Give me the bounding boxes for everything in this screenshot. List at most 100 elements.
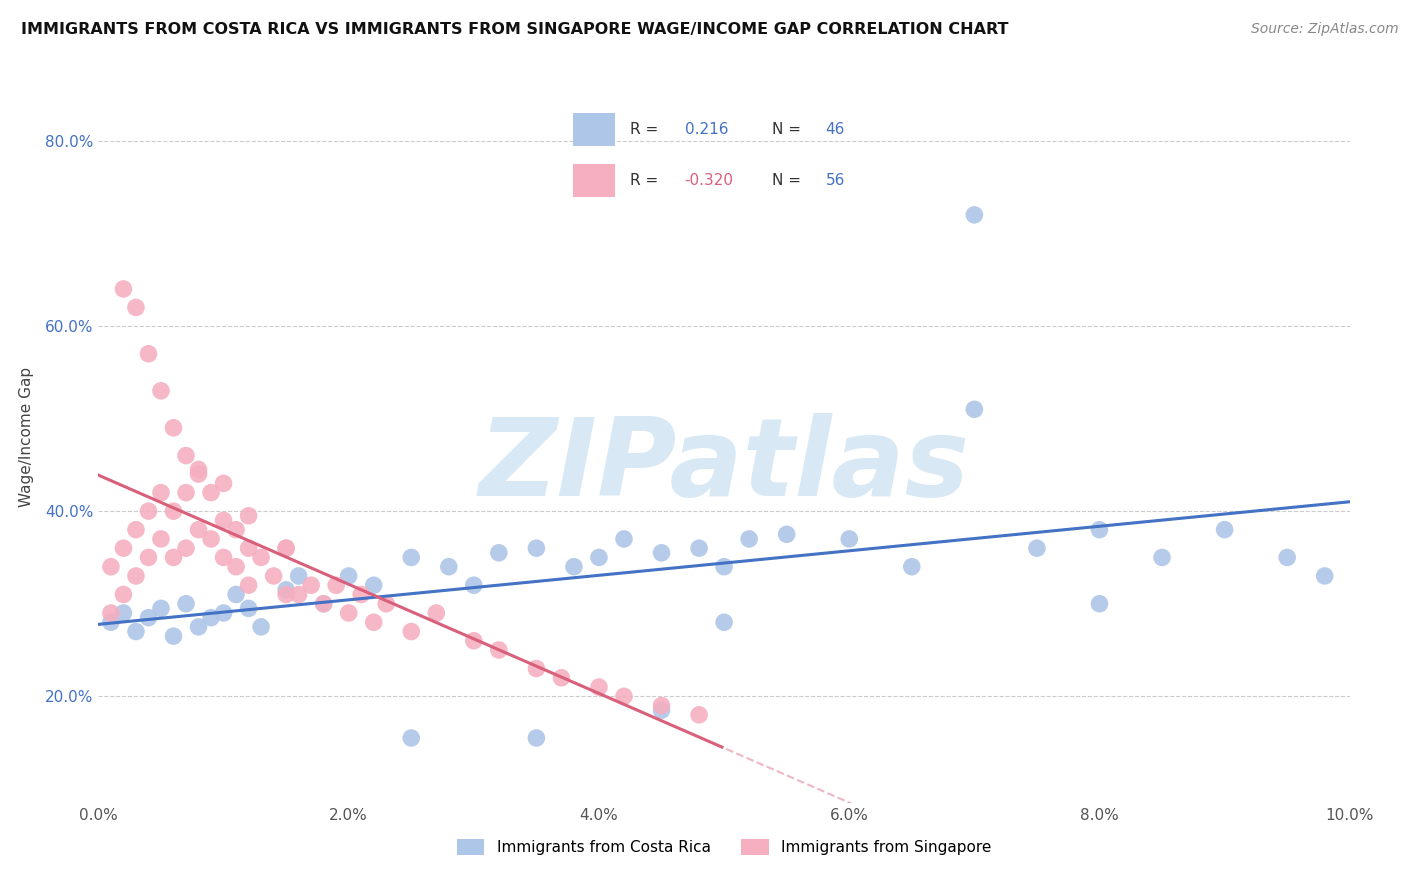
Point [174, 485, 197, 500]
Point [550, 671, 572, 685]
Point [138, 347, 160, 361]
Point [112, 541, 135, 556]
Point [1313, 569, 1336, 583]
Point [287, 587, 309, 601]
Point [162, 629, 184, 643]
Point [287, 569, 309, 583]
Point [401, 731, 423, 745]
Point [162, 421, 184, 435]
Point [150, 485, 173, 500]
Point [100, 559, 122, 574]
Point [150, 601, 173, 615]
Point [588, 680, 610, 694]
Point [738, 532, 761, 546]
Point [337, 569, 360, 583]
Point [150, 532, 173, 546]
Point [212, 606, 235, 620]
Point [526, 661, 548, 675]
Point [150, 384, 173, 398]
Point [325, 578, 347, 592]
Point [1088, 523, 1111, 537]
Point [337, 606, 360, 620]
Point [900, 559, 922, 574]
Point [1277, 550, 1299, 565]
Point [225, 559, 247, 574]
Point [200, 532, 222, 546]
Point [274, 582, 298, 597]
Point [713, 559, 735, 574]
Point [488, 546, 510, 560]
Point [138, 550, 160, 565]
Point [350, 587, 373, 601]
Point [363, 615, 385, 630]
Point [1088, 597, 1111, 611]
Point [212, 476, 235, 491]
Point [1026, 541, 1049, 556]
Point [613, 532, 636, 546]
Point [200, 485, 222, 500]
Point [112, 282, 135, 296]
Point [225, 587, 247, 601]
Point [375, 597, 398, 611]
Point [200, 610, 222, 624]
Point [401, 624, 423, 639]
Text: Source: ZipAtlas.com: Source: ZipAtlas.com [1251, 22, 1399, 37]
Point [650, 698, 672, 713]
Point [963, 402, 986, 417]
Point [125, 301, 148, 315]
Point [187, 462, 209, 476]
Point [212, 513, 235, 527]
Point [274, 541, 298, 556]
Point [112, 587, 135, 601]
Point [138, 610, 160, 624]
Point [162, 550, 184, 565]
Point [187, 620, 209, 634]
Point [463, 633, 485, 648]
Point [838, 532, 860, 546]
Point [174, 449, 197, 463]
Y-axis label: Wage/Income Gap: Wage/Income Gap [18, 367, 34, 508]
Point [650, 546, 672, 560]
Point [125, 569, 148, 583]
Text: ZIPatlas: ZIPatlas [478, 413, 970, 519]
Legend: Immigrants from Costa Rica, Immigrants from Singapore: Immigrants from Costa Rica, Immigrants f… [451, 833, 997, 861]
Point [174, 597, 197, 611]
Point [162, 504, 184, 518]
Point [274, 587, 298, 601]
Point [562, 559, 585, 574]
Point [250, 550, 273, 565]
Point [274, 541, 298, 556]
Point [776, 527, 799, 541]
Point [138, 504, 160, 518]
Point [125, 624, 148, 639]
Point [312, 597, 335, 611]
Point [463, 578, 485, 592]
Point [437, 559, 460, 574]
Point [650, 703, 672, 717]
Point [263, 569, 285, 583]
Point [212, 550, 235, 565]
Point [688, 541, 710, 556]
Point [588, 550, 610, 565]
Point [713, 615, 735, 630]
Point [238, 578, 260, 592]
Point [100, 606, 122, 620]
Point [238, 508, 260, 523]
Point [174, 541, 197, 556]
Point [1213, 523, 1236, 537]
Point [250, 620, 273, 634]
Point [187, 467, 209, 482]
Point [963, 208, 986, 222]
Point [526, 731, 548, 745]
Point [112, 606, 135, 620]
Point [100, 615, 122, 630]
Point [225, 523, 247, 537]
Point [613, 690, 636, 704]
Point [488, 643, 510, 657]
Point [299, 578, 322, 592]
Point [401, 550, 423, 565]
Point [1152, 550, 1174, 565]
Point [688, 707, 710, 722]
Point [187, 523, 209, 537]
Point [526, 541, 548, 556]
